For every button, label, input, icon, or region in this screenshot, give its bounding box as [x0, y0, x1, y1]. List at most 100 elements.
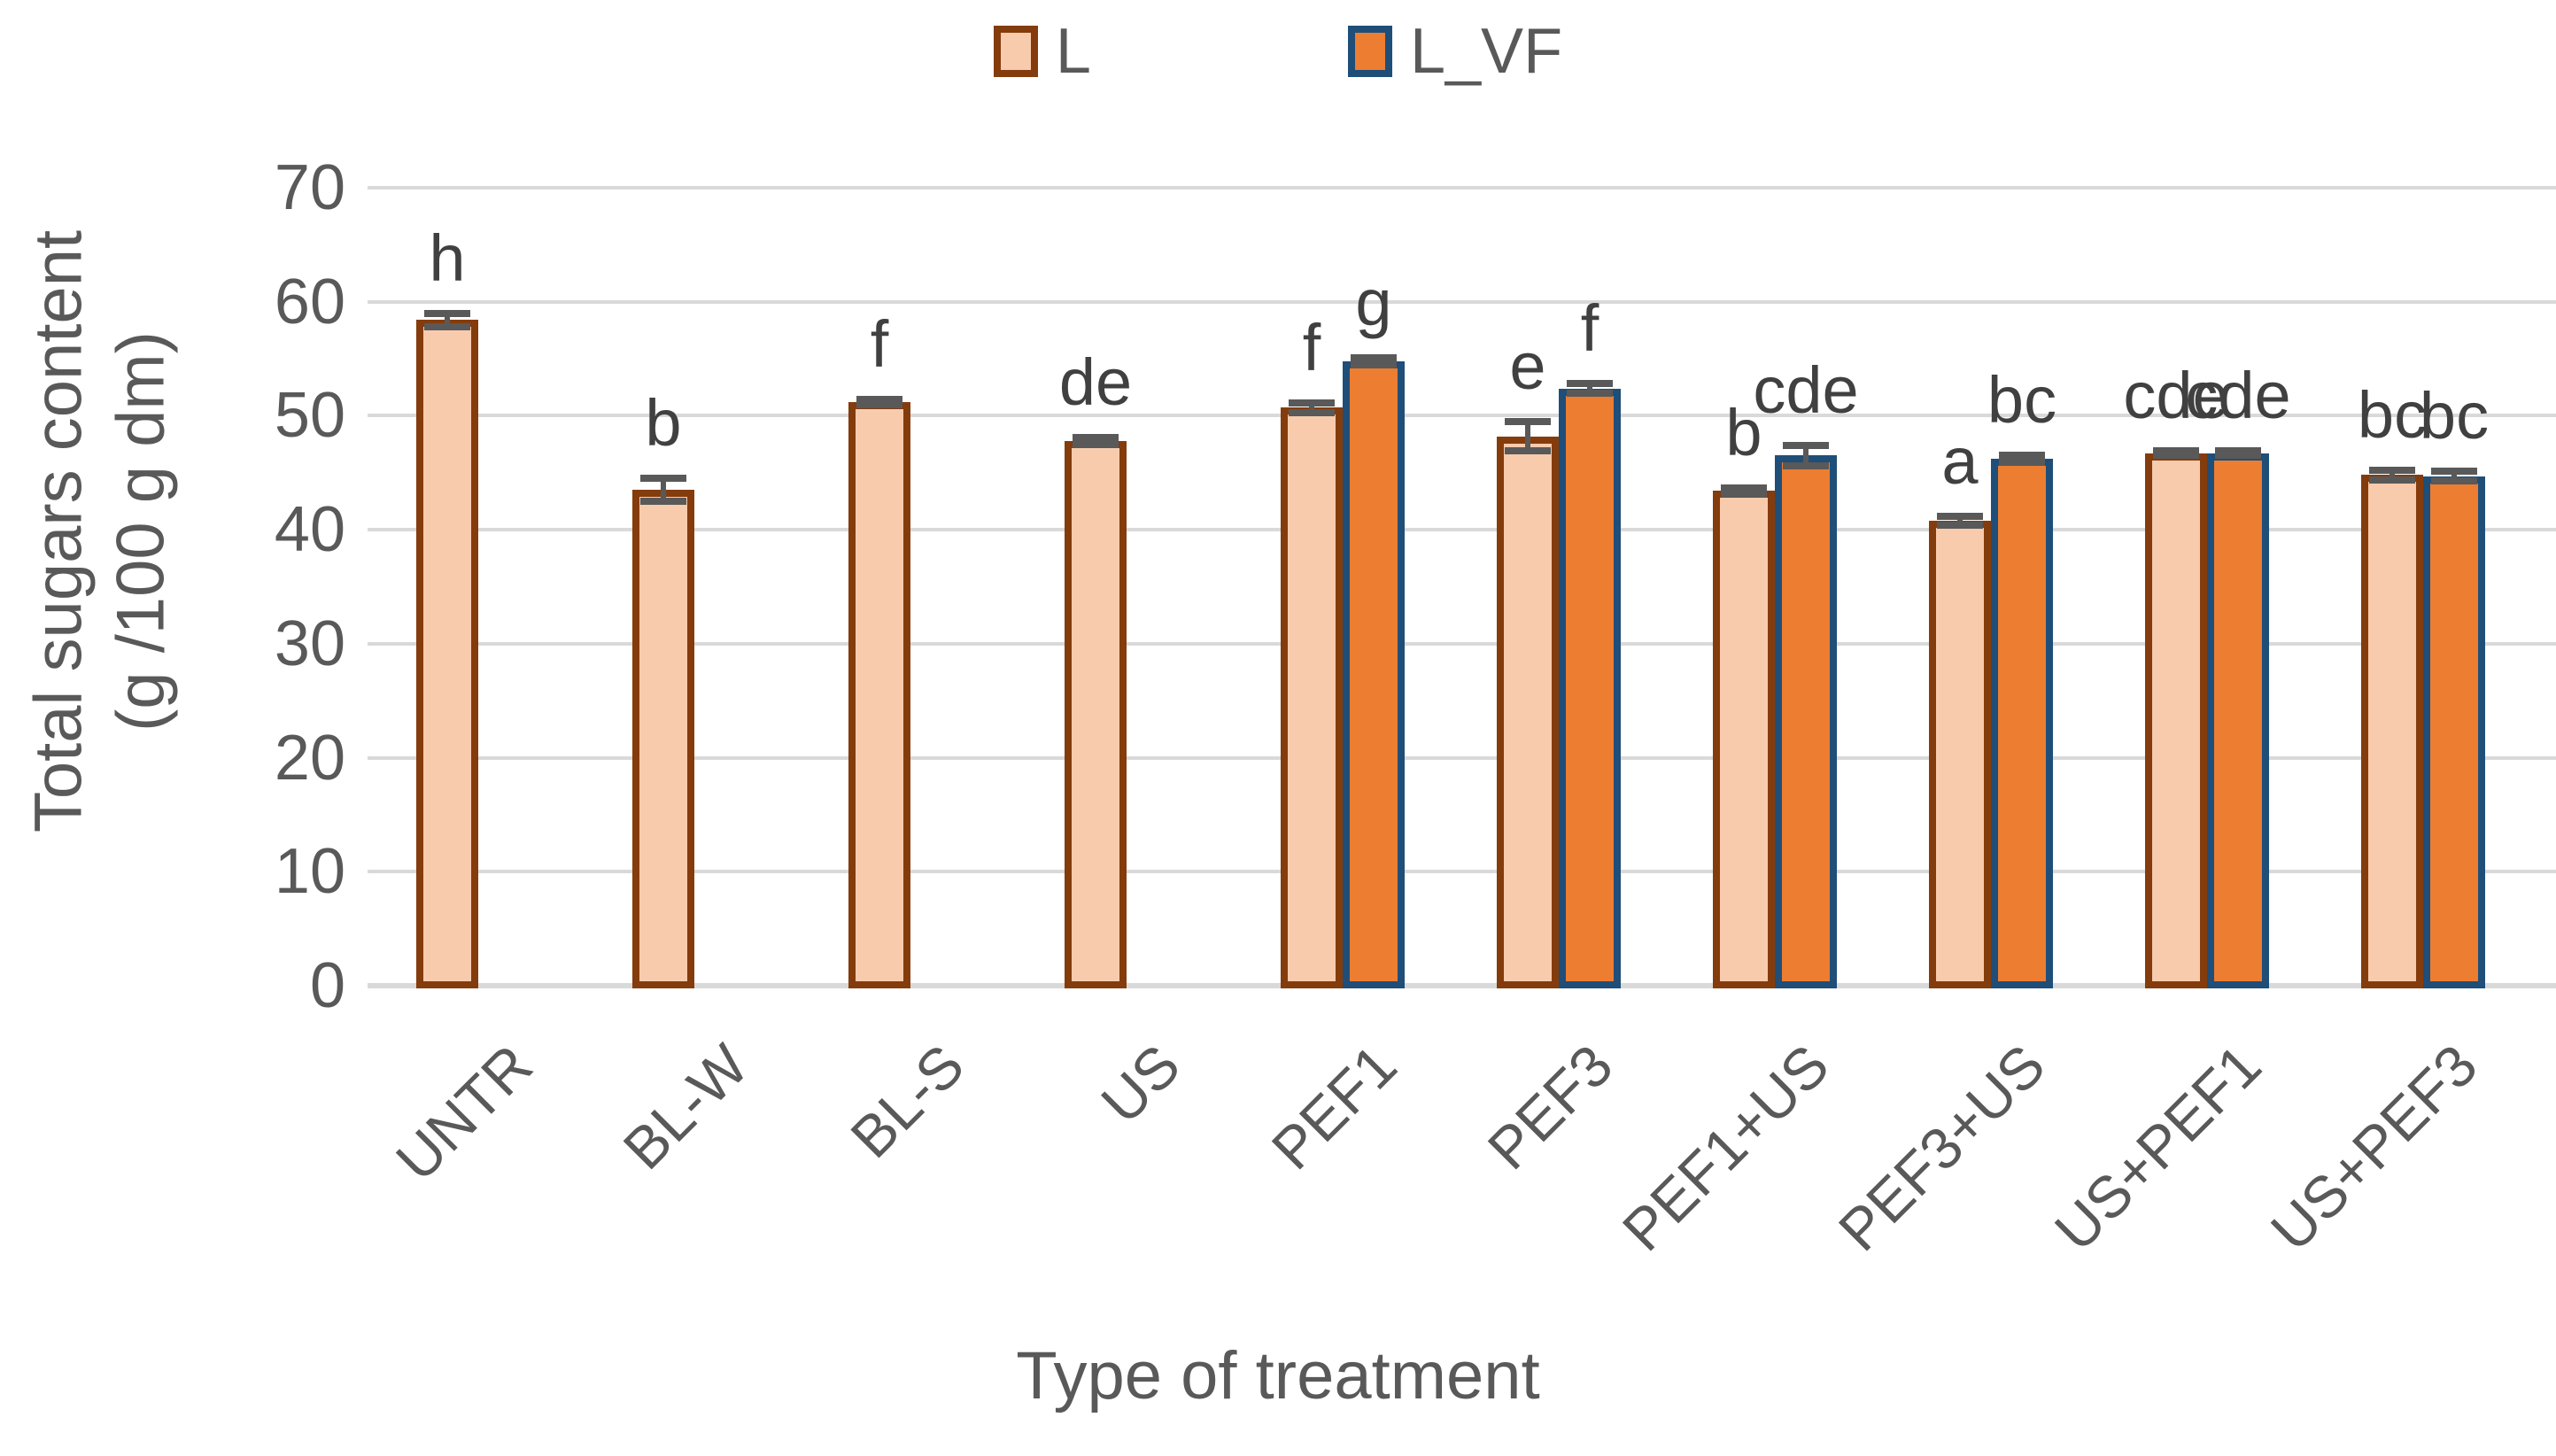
error-bar-cap: [2431, 468, 2477, 476]
significance-letter: bc: [2419, 379, 2490, 453]
y-tick-label: 0: [309, 950, 345, 1021]
error-bar: [1309, 403, 1314, 413]
y-axis-title-line2: (g /100 g dm): [103, 331, 178, 732]
error-bar-cap: [1937, 512, 1983, 520]
gridline: [368, 528, 2556, 532]
significance-letter: cde: [2123, 359, 2229, 433]
error-bar-cap: [1721, 484, 1767, 492]
error-bar-cap: [424, 323, 470, 331]
error-bar: [1525, 421, 1530, 452]
significance-letter: b: [645, 386, 682, 461]
bar-US+PEF1-L_VF: [2207, 453, 2269, 988]
legend-label-l: L: [1055, 16, 1091, 87]
error-bar-cap: [2153, 452, 2199, 460]
bar-PEF1+US-L: [1713, 491, 1775, 988]
bar-PEF3-L: [1497, 436, 1559, 988]
gridline: [368, 641, 2556, 646]
legend-swatch-l-vf-icon: [1347, 26, 1392, 77]
gridline: [368, 755, 2556, 760]
error-bar-cap: [2369, 467, 2415, 475]
bar-PEF3-L_VF: [1559, 388, 1621, 988]
bar-PEF3+US-L_VF: [1991, 459, 2053, 988]
error-bar-cap: [2153, 447, 2199, 455]
significance-letter: g: [1355, 265, 1392, 339]
significance-letter: f: [870, 306, 889, 381]
y-tick-label: 60: [274, 266, 345, 337]
y-tick-label: 30: [274, 608, 345, 679]
legend-item-l: L: [993, 16, 1091, 87]
x-tick-label: US+PEF3: [2258, 1032, 2490, 1264]
significance-letter: bc: [1987, 363, 2057, 438]
error-bar-cap: [1937, 521, 1983, 529]
significance-letter: h: [429, 221, 466, 295]
error-bar-cap: [1289, 408, 1335, 416]
bar-UNTR-L: [416, 320, 478, 988]
error-bar: [661, 478, 666, 501]
error-bar-cap: [1351, 353, 1397, 361]
error-bar-cap: [640, 497, 686, 505]
y-tick-label: 40: [274, 494, 345, 566]
significance-letter: e: [1509, 329, 1546, 403]
bar-BL-S-L: [848, 401, 910, 988]
significance-letter: a: [1941, 423, 1979, 498]
error-bar-cap: [1505, 417, 1551, 425]
error-bar-cap: [1721, 491, 1767, 499]
y-tick-label: 20: [274, 722, 345, 794]
significance-letter: de: [1058, 345, 1133, 419]
error-bar-cap: [856, 401, 902, 409]
error-bar: [2389, 470, 2395, 480]
gridline: [368, 186, 2556, 190]
significance-letter: cde: [2185, 359, 2291, 433]
error-bar-cap: [1505, 447, 1551, 455]
error-bar-cap: [1351, 360, 1397, 368]
error-bar: [445, 313, 450, 328]
x-tick-label: PEF1+US: [1609, 1032, 1841, 1264]
legend: L L_VF: [0, 19, 2556, 83]
error-bar-cap: [424, 309, 470, 317]
x-tick-label: US+PEF1: [2041, 1032, 2273, 1264]
error-bar-cap: [2215, 452, 2261, 460]
bar-PEF1+US-L_VF: [1775, 455, 1837, 988]
significance-letter: cde: [1753, 352, 1859, 427]
error-bar-cap: [1073, 433, 1119, 441]
significance-letter: bc: [2357, 378, 2428, 453]
x-tick-label: US: [1088, 1032, 1193, 1136]
error-bar: [2451, 471, 2457, 481]
error-bar-cap: [1567, 389, 1613, 397]
error-bar-cap: [2431, 476, 2477, 484]
error-bar-cap: [1783, 441, 1829, 449]
error-bar: [1587, 383, 1592, 393]
error-bar-cap: [1567, 380, 1613, 388]
bar-US+PEF3-L_VF: [2423, 476, 2485, 988]
bar-PEF1-L_VF: [1343, 360, 1405, 988]
error-bar-cap: [1999, 459, 2045, 467]
x-tick-label: UNTR: [383, 1032, 545, 1194]
x-axis-title: Type of treatment: [1016, 1338, 1540, 1413]
x-tick-label: PEF3+US: [1825, 1032, 2057, 1264]
error-bar-cap: [2369, 476, 2415, 484]
bar-US+PEF3-L: [2361, 475, 2423, 988]
gridline: [368, 870, 2556, 874]
gridline: [368, 299, 2556, 304]
y-tick-label: 50: [274, 380, 345, 452]
error-bar-cap: [1783, 462, 1829, 470]
legend-swatch-l-icon: [993, 26, 1038, 77]
x-tick-label: PEF3: [1475, 1032, 1625, 1182]
error-bar: [1803, 445, 1809, 467]
error-bar-cap: [2215, 447, 2261, 455]
x-tick-label: BL-W: [610, 1032, 761, 1182]
significance-letter: f: [1302, 311, 1321, 385]
bar-PEF1-L: [1281, 407, 1343, 988]
error-bar-cap: [1073, 440, 1119, 448]
error-bar: [1957, 515, 1963, 525]
error-bar-cap: [856, 395, 902, 403]
bar-US+PEF1-L: [2145, 453, 2207, 988]
significance-letter: b: [1725, 395, 1762, 469]
bar-BL-W-L: [632, 490, 694, 988]
legend-item-l-vf: L_VF: [1347, 16, 1563, 87]
significance-letter: f: [1580, 291, 1599, 366]
bar-PEF3+US-L: [1929, 520, 1991, 988]
legend-label-l-vf: L_VF: [1409, 16, 1563, 87]
y-axis-title-line1: Total sugars content: [20, 229, 97, 833]
